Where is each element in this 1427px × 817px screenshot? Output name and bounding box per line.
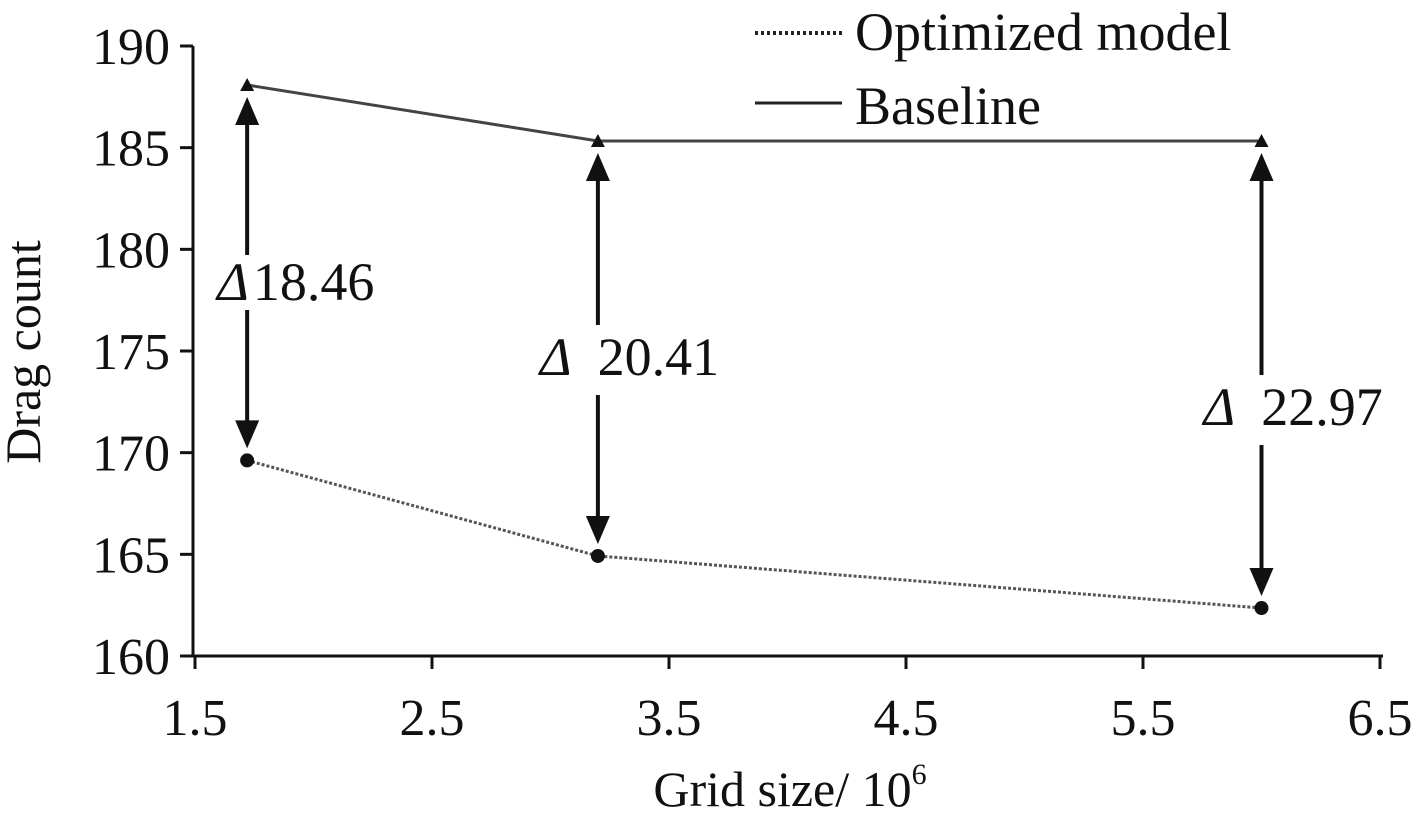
- chart-marks: [240, 78, 1269, 616]
- delta-label-background: [591, 325, 604, 395]
- x-axis-label-text: Grid size/ 10: [653, 761, 911, 817]
- x-tick-label: 6.5: [1348, 690, 1413, 747]
- y-tick-label: 160: [92, 629, 170, 686]
- x-tick-label: 5.5: [1111, 690, 1176, 747]
- delta-arrow-head-up: [1249, 152, 1274, 181]
- series-line-baseline: [246, 83, 1262, 143]
- delta-label: Δ18.46: [215, 252, 374, 312]
- data-point-baseline: [240, 78, 255, 92]
- delta-label-background: [241, 255, 254, 310]
- y-tick-label: 165: [92, 527, 170, 584]
- y-tick-label: 170: [92, 426, 170, 483]
- y-tick-label: 190: [92, 19, 170, 76]
- delta-label: Δ 22.97: [1202, 377, 1383, 437]
- x-tick-label: 2.5: [400, 690, 465, 747]
- annotations: Δ18.46Δ 20.41Δ 22.97: [215, 97, 1383, 597]
- x-tick-label: 3.5: [637, 690, 702, 747]
- delta-symbol: Δ: [538, 327, 572, 387]
- x-axis-label: Grid size/ 106: [653, 758, 926, 817]
- series-line-optimized: [246, 458, 1262, 610]
- delta-value: 18.46: [253, 252, 375, 312]
- data-point-optimized: [1254, 601, 1269, 616]
- legend: Optimized model Baseline: [755, 2, 1231, 136]
- x-tick-label: 4.5: [874, 690, 939, 747]
- y-tick-label: 180: [92, 222, 170, 279]
- delta-arrow-head-down: [235, 420, 260, 449]
- legend-label-optimized: Optimized model: [855, 2, 1231, 62]
- axes: 160 165 170 175 180 185 190 1.5 2.5 3.5 4.5 5.5 6.5: [92, 19, 1413, 747]
- delta-arrow-head-down: [585, 515, 610, 544]
- data-point-optimized: [240, 453, 255, 468]
- legend-label-baseline: Baseline: [855, 76, 1041, 136]
- delta-value: 22.97: [1261, 377, 1383, 437]
- delta-label: Δ 20.41: [538, 327, 719, 387]
- y-tick-label: 185: [92, 121, 170, 178]
- data-point-baseline: [1254, 133, 1269, 147]
- delta-arrow-head-up: [585, 152, 610, 181]
- delta-arrow-head-up: [235, 97, 260, 126]
- y-axis-label: Drag count: [0, 240, 51, 464]
- delta-arrow-head-down: [1249, 568, 1274, 597]
- delta-label-background: [1255, 375, 1268, 445]
- delta-value: 20.41: [598, 327, 720, 387]
- data-point-baseline: [590, 133, 605, 147]
- delta-symbol: Δ: [215, 252, 249, 312]
- y-tick-label: 175: [92, 324, 170, 381]
- delta-symbol: Δ: [1202, 377, 1236, 437]
- x-axis-label-exponent: 6: [912, 758, 927, 791]
- x-tick-label: 1.5: [163, 690, 228, 747]
- data-point-optimized: [590, 548, 605, 563]
